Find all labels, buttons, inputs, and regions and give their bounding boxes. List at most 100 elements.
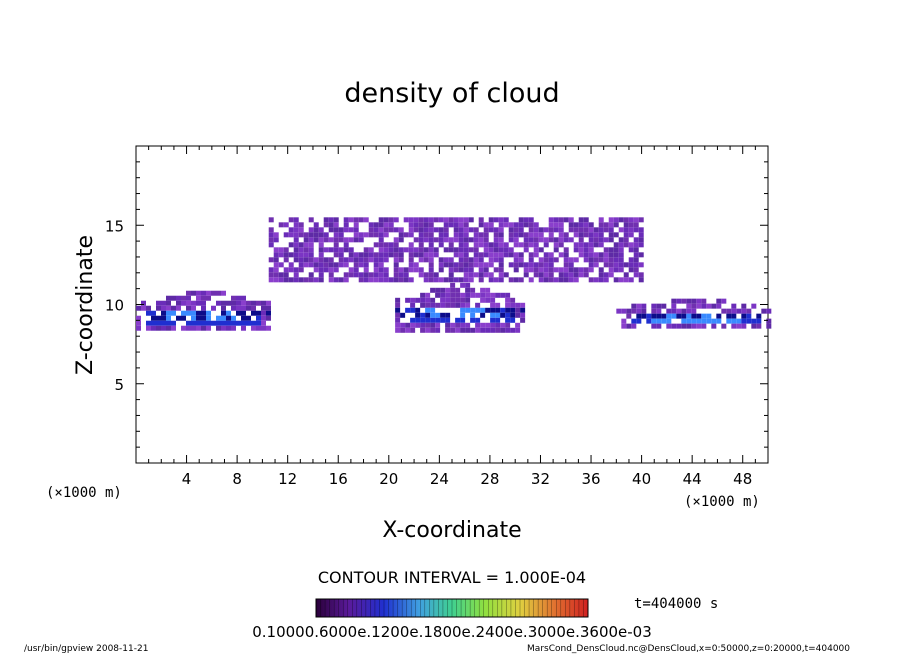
cloud-cell (166, 320, 171, 326)
cloud-cell (671, 303, 677, 309)
cloud-cell (191, 315, 196, 321)
cloud-cell (578, 242, 584, 248)
cloud-cell (628, 267, 634, 273)
cloud-cell (423, 277, 429, 283)
cloud-cell (483, 262, 489, 268)
cloud-cell (251, 325, 256, 331)
cloud-cell (201, 305, 206, 311)
cloud-cell (588, 247, 594, 253)
cloud-cell (508, 277, 514, 283)
cloud-cell (701, 318, 707, 324)
cloud-cell (513, 232, 519, 238)
cloud-cell (613, 262, 619, 268)
cloud-cell (191, 300, 196, 306)
cloud-cell (568, 267, 574, 273)
cloud-cell (505, 312, 511, 318)
cloud-cell (578, 247, 584, 253)
cloud-cell (368, 247, 374, 253)
cloud-cell (515, 312, 521, 318)
cloud-cell (438, 227, 444, 233)
cloud-cell (403, 267, 409, 273)
cloud-cell (485, 327, 491, 333)
cloud-cell (498, 267, 504, 273)
cloud-cell (383, 217, 389, 223)
cloud-cell (338, 237, 344, 243)
cloud-cell (201, 325, 206, 331)
cloud-cell (588, 242, 594, 248)
cloud-cell (463, 252, 469, 258)
cloud-cell (423, 237, 429, 243)
cloud-cell (423, 272, 429, 278)
cloud-cell (186, 310, 191, 316)
cloud-cell (488, 262, 494, 268)
cloud-cell (423, 257, 429, 263)
cloud-cell (268, 227, 274, 233)
cloud-cell (563, 277, 569, 283)
cloud-cell (418, 237, 424, 243)
cloud-cell (415, 322, 421, 328)
cloud-cell (716, 318, 722, 324)
cloud-cell (603, 252, 609, 258)
cloud-cell (608, 227, 614, 233)
cloud-cell (483, 222, 489, 228)
colorbar-labels: 0.10000.6000e.1200e.1800e.2400e.3000e.36… (252, 623, 652, 641)
cloud-cell (623, 217, 629, 223)
cloud-cell (618, 217, 624, 223)
cloud-cell (465, 302, 471, 308)
cloud-cell (433, 247, 439, 253)
cloud-cell (206, 320, 211, 326)
cloud-cell (256, 310, 261, 316)
cloud-cell (463, 247, 469, 253)
cloud-cell (553, 267, 559, 273)
cloud-cell (261, 325, 266, 331)
cloud-cell (538, 267, 544, 273)
cloud-cell (553, 257, 559, 263)
cloud-cell (328, 237, 334, 243)
cloud-cell (393, 267, 399, 273)
cloud-cell (458, 237, 464, 243)
cloud-cell (196, 310, 201, 316)
cloud-cell (425, 297, 431, 303)
cloud-cell (598, 272, 604, 278)
cloud-cell (146, 305, 151, 311)
cloud-cell (676, 323, 682, 329)
cloud-cell (548, 237, 554, 243)
cloud-cell (448, 222, 454, 228)
cloud-cell (241, 310, 246, 316)
cloud-cell (333, 227, 339, 233)
cloud-cell (475, 327, 481, 333)
cloud-cell (413, 237, 419, 243)
cloud-cell (328, 217, 334, 223)
cloud-cell (696, 298, 702, 304)
cloud-cell (408, 267, 414, 273)
cloud-cell (568, 262, 574, 268)
cloud-cell (373, 232, 379, 238)
cloud-cell (440, 287, 446, 293)
cloud-cell (666, 313, 672, 319)
cloud-cell (636, 313, 642, 319)
cloud-cell (440, 292, 446, 298)
cloud-cell (378, 262, 384, 268)
cloud-cell (613, 252, 619, 258)
cloud-cell (333, 262, 339, 268)
cloud-cell (583, 267, 589, 273)
cloud-cell (433, 277, 439, 283)
cloud-cell (176, 295, 181, 301)
cloud-cell (393, 217, 399, 223)
cloud-cell (543, 257, 549, 263)
cloud-cell (493, 252, 499, 258)
cloud-cell (403, 277, 409, 283)
cloud-cell (393, 247, 399, 253)
cloud-cell (505, 317, 511, 323)
cloud-cell (483, 252, 489, 258)
cloud-cell (528, 267, 534, 273)
cloud-cell (206, 295, 211, 301)
cloud-cell (460, 292, 466, 298)
cloud-cell (558, 227, 564, 233)
cloud-cell (458, 242, 464, 248)
cloud-cell (383, 227, 389, 233)
cloud-cell (256, 315, 261, 321)
cloud-cell (435, 287, 441, 293)
cloud-cell (348, 257, 354, 263)
cloud-cell (408, 277, 414, 283)
